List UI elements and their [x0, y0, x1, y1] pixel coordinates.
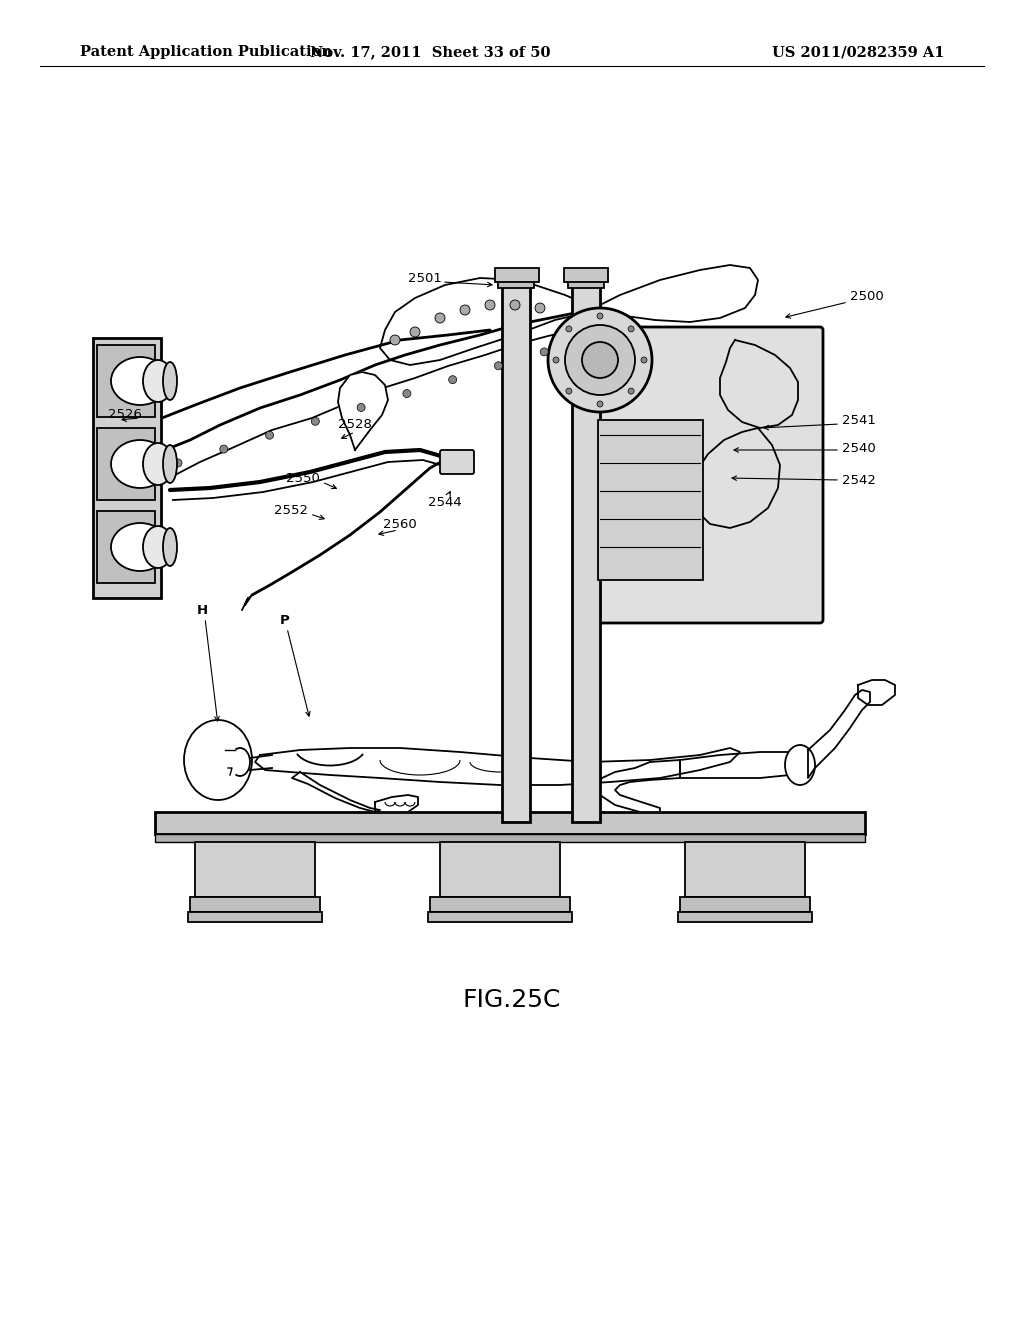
- Ellipse shape: [184, 719, 252, 800]
- Bar: [93, 338, 161, 598]
- Bar: [155, 812, 865, 834]
- Text: 2542: 2542: [842, 474, 876, 487]
- Bar: [572, 282, 600, 822]
- Bar: [97, 345, 155, 417]
- Bar: [495, 268, 539, 282]
- Text: 2550: 2550: [286, 471, 319, 484]
- Text: US 2011/0282359 A1: US 2011/0282359 A1: [771, 45, 944, 59]
- Polygon shape: [720, 341, 798, 428]
- Circle shape: [582, 342, 618, 378]
- Text: 2560: 2560: [383, 519, 417, 532]
- Text: P: P: [281, 614, 290, 627]
- Text: 2541: 2541: [842, 413, 876, 426]
- Circle shape: [510, 300, 520, 310]
- Polygon shape: [165, 310, 600, 475]
- Circle shape: [548, 308, 652, 412]
- Circle shape: [220, 445, 227, 453]
- Bar: [685, 842, 805, 898]
- Circle shape: [566, 326, 571, 331]
- Ellipse shape: [143, 360, 173, 403]
- Polygon shape: [680, 752, 800, 777]
- Circle shape: [402, 389, 411, 397]
- Text: 2544: 2544: [428, 495, 462, 508]
- Circle shape: [641, 356, 647, 363]
- Bar: [598, 420, 703, 579]
- Ellipse shape: [163, 528, 177, 566]
- Circle shape: [485, 300, 495, 310]
- Ellipse shape: [111, 523, 169, 572]
- Ellipse shape: [143, 525, 173, 568]
- Text: 2552: 2552: [274, 503, 308, 516]
- Polygon shape: [590, 265, 758, 322]
- Bar: [568, 279, 604, 288]
- Polygon shape: [338, 372, 388, 450]
- Circle shape: [311, 417, 319, 425]
- Circle shape: [535, 304, 545, 313]
- Bar: [428, 912, 572, 921]
- Text: H: H: [197, 603, 208, 616]
- Text: Patent Application Publication: Patent Application Publication: [80, 45, 332, 59]
- Bar: [680, 898, 810, 912]
- Circle shape: [628, 326, 634, 331]
- Bar: [97, 428, 155, 500]
- Circle shape: [449, 376, 457, 384]
- Circle shape: [586, 334, 594, 342]
- Circle shape: [565, 325, 635, 395]
- Polygon shape: [692, 428, 780, 528]
- Text: FIG.25C: FIG.25C: [463, 987, 561, 1012]
- Text: 2528: 2528: [338, 418, 372, 432]
- Ellipse shape: [785, 744, 815, 785]
- Circle shape: [541, 348, 548, 356]
- Polygon shape: [380, 279, 600, 366]
- Ellipse shape: [163, 362, 177, 400]
- Circle shape: [174, 459, 182, 467]
- Polygon shape: [858, 680, 895, 705]
- Text: 2540: 2540: [842, 441, 876, 454]
- Bar: [678, 912, 812, 921]
- Circle shape: [566, 388, 571, 395]
- Polygon shape: [808, 690, 870, 777]
- Circle shape: [390, 335, 400, 345]
- Circle shape: [410, 327, 420, 337]
- Bar: [430, 898, 570, 912]
- FancyBboxPatch shape: [440, 450, 474, 474]
- Circle shape: [628, 388, 634, 395]
- Bar: [440, 842, 560, 898]
- Text: Nov. 17, 2011  Sheet 33 of 50: Nov. 17, 2011 Sheet 33 of 50: [309, 45, 550, 59]
- Ellipse shape: [111, 356, 169, 405]
- Polygon shape: [375, 795, 418, 812]
- Ellipse shape: [111, 440, 169, 488]
- Ellipse shape: [163, 445, 177, 483]
- Text: 2501: 2501: [408, 272, 442, 285]
- Bar: [190, 898, 319, 912]
- Bar: [564, 268, 608, 282]
- Bar: [195, 842, 315, 898]
- Text: 2500: 2500: [850, 289, 884, 302]
- Circle shape: [597, 401, 603, 407]
- FancyBboxPatch shape: [587, 327, 823, 623]
- Ellipse shape: [143, 444, 173, 484]
- Polygon shape: [255, 748, 740, 785]
- Polygon shape: [292, 772, 380, 812]
- Circle shape: [553, 356, 559, 363]
- Bar: [502, 282, 530, 822]
- Bar: [188, 912, 322, 921]
- Text: 2526: 2526: [109, 408, 142, 421]
- Circle shape: [495, 362, 503, 370]
- Polygon shape: [598, 760, 680, 812]
- Circle shape: [597, 313, 603, 319]
- Bar: [498, 279, 534, 288]
- Circle shape: [460, 305, 470, 315]
- Bar: [155, 834, 865, 842]
- Bar: [97, 511, 155, 583]
- Circle shape: [435, 313, 445, 323]
- Circle shape: [357, 404, 366, 412]
- Circle shape: [265, 432, 273, 440]
